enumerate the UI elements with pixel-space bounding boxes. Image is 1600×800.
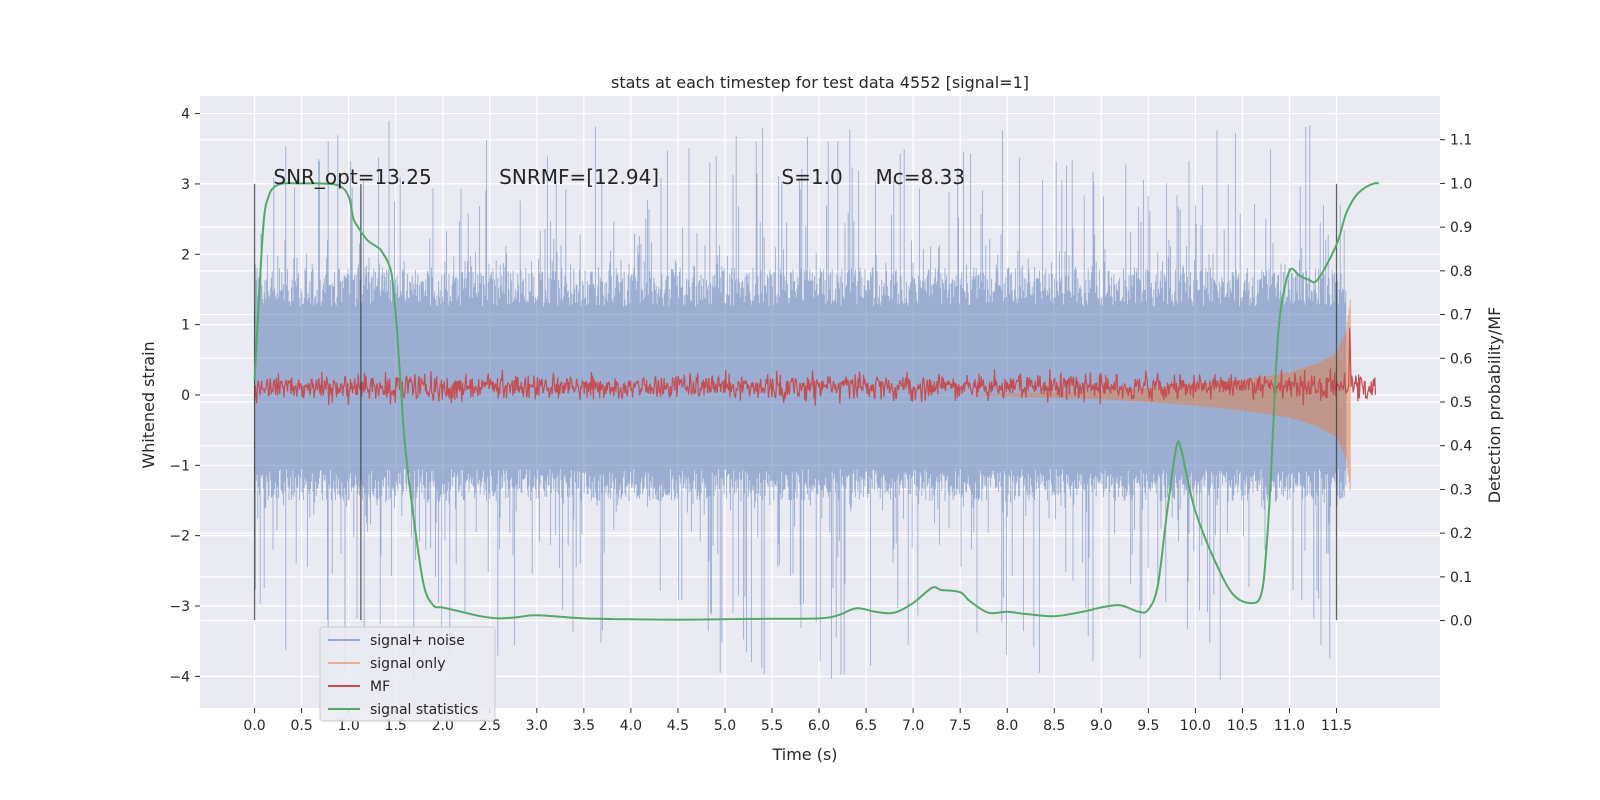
x-tick-label: 6.5	[855, 718, 877, 734]
legend-label-signal-statistics: signal statistics	[370, 702, 478, 718]
x-tick-label: 0.5	[290, 718, 312, 734]
x-tick-label: 10.0	[1180, 718, 1211, 734]
x-tick-label: 7.0	[902, 718, 924, 734]
legend-label-signal-noise: signal+ noise	[370, 633, 465, 649]
y-tick-label-left: 4	[181, 107, 190, 123]
x-tick-label: 5.5	[761, 718, 783, 734]
x-tick-label: 4.5	[667, 718, 689, 734]
y-axis-label-right: Detection probability/MF	[1485, 307, 1504, 504]
y-tick-label-right: 0.2	[1450, 526, 1472, 542]
y-axis-label-left: Whitened strain	[139, 341, 158, 468]
series-mf-line	[254, 327, 1377, 406]
annotations: SNR_opt=13.25 SNRMF=[12.94] S=1.0 Mc=8.33	[273, 165, 965, 189]
annotation-text: Mc=8.33	[876, 165, 966, 189]
annotation-text: SNR_opt=13.25	[273, 165, 431, 189]
legend-label-signal-only: signal only	[370, 656, 445, 672]
x-tick-label: 2.0	[432, 718, 454, 734]
series-mf	[254, 327, 1377, 406]
x-tick-label: 1.0	[338, 718, 360, 734]
x-tick-label: 11.0	[1274, 718, 1305, 734]
annotation-text: SNRMF=[12.94]	[499, 165, 659, 189]
y-tick-label-left: 1	[181, 318, 190, 334]
chart-title: stats at each timestep for test data 455…	[611, 73, 1029, 92]
x-axis-label: Time (s)	[771, 745, 837, 764]
x-tick-label: 9.5	[1137, 718, 1159, 734]
x-tick-label: 3.5	[573, 718, 595, 734]
y-tick-label-right: 0.6	[1450, 351, 1472, 367]
y-tick-label-left: −3	[169, 599, 190, 615]
vertical-markers	[253, 183, 1338, 621]
axis-ticks: 0.0 0.5 1.0 1.5 2.0 2.5 3.0 3.5 4.0 4.5 5.0 5.5 6.0 6…	[169, 107, 1472, 734]
series-signal-statistics-line	[253, 182, 1379, 621]
x-tick-label: 8.5	[1043, 718, 1065, 734]
y-tick-label-left: −2	[169, 529, 190, 545]
y-tick-label-left: −1	[169, 458, 190, 474]
x-tick-label: 10.5	[1227, 718, 1258, 734]
x-tick-label: 6.0	[808, 718, 830, 734]
annotation-text: S=1.0	[781, 165, 842, 189]
x-tick-label: 7.5	[949, 718, 971, 734]
y-tick-label-left: 3	[181, 177, 190, 193]
y-tick-label-right: 1.1	[1450, 133, 1472, 149]
y-tick-label-right: 0.4	[1450, 439, 1472, 455]
legend-box	[319, 626, 496, 722]
y-tick-label-right: 0.9	[1450, 220, 1472, 236]
x-tick-label: 8.0	[996, 718, 1018, 734]
y-tick-label-left: −4	[169, 669, 190, 685]
y-tick-label-right: 0.5	[1450, 395, 1472, 411]
x-tick-label: 0.0	[243, 718, 265, 734]
y-tick-label-left: 2	[181, 247, 190, 263]
y-tick-label-right: 0.3	[1450, 482, 1472, 498]
x-tick-label: 5.0	[714, 718, 736, 734]
x-tick-label: 11.5	[1321, 718, 1352, 734]
x-tick-label: 4.0	[620, 718, 642, 734]
y-tick-label-right: 0.8	[1450, 264, 1472, 280]
x-tick-label: 1.5	[385, 718, 407, 734]
y-tick-label-right: 1.0	[1450, 176, 1472, 192]
y-tick-label-left: 0	[181, 388, 190, 404]
y-tick-label-right: 0.0	[1450, 614, 1472, 630]
legend: signal+ noise signal only MF signal stat…	[319, 626, 496, 722]
x-tick-label: 9.0	[1090, 718, 1112, 734]
series-signal-statistics	[253, 182, 1379, 621]
legend-label-mf: MF	[370, 679, 390, 695]
y-tick-label-right: 0.7	[1450, 308, 1472, 324]
y-tick-label-right: 0.1	[1450, 570, 1472, 586]
x-tick-label: 2.5	[479, 718, 501, 734]
x-tick-label: 3.0	[526, 718, 548, 734]
